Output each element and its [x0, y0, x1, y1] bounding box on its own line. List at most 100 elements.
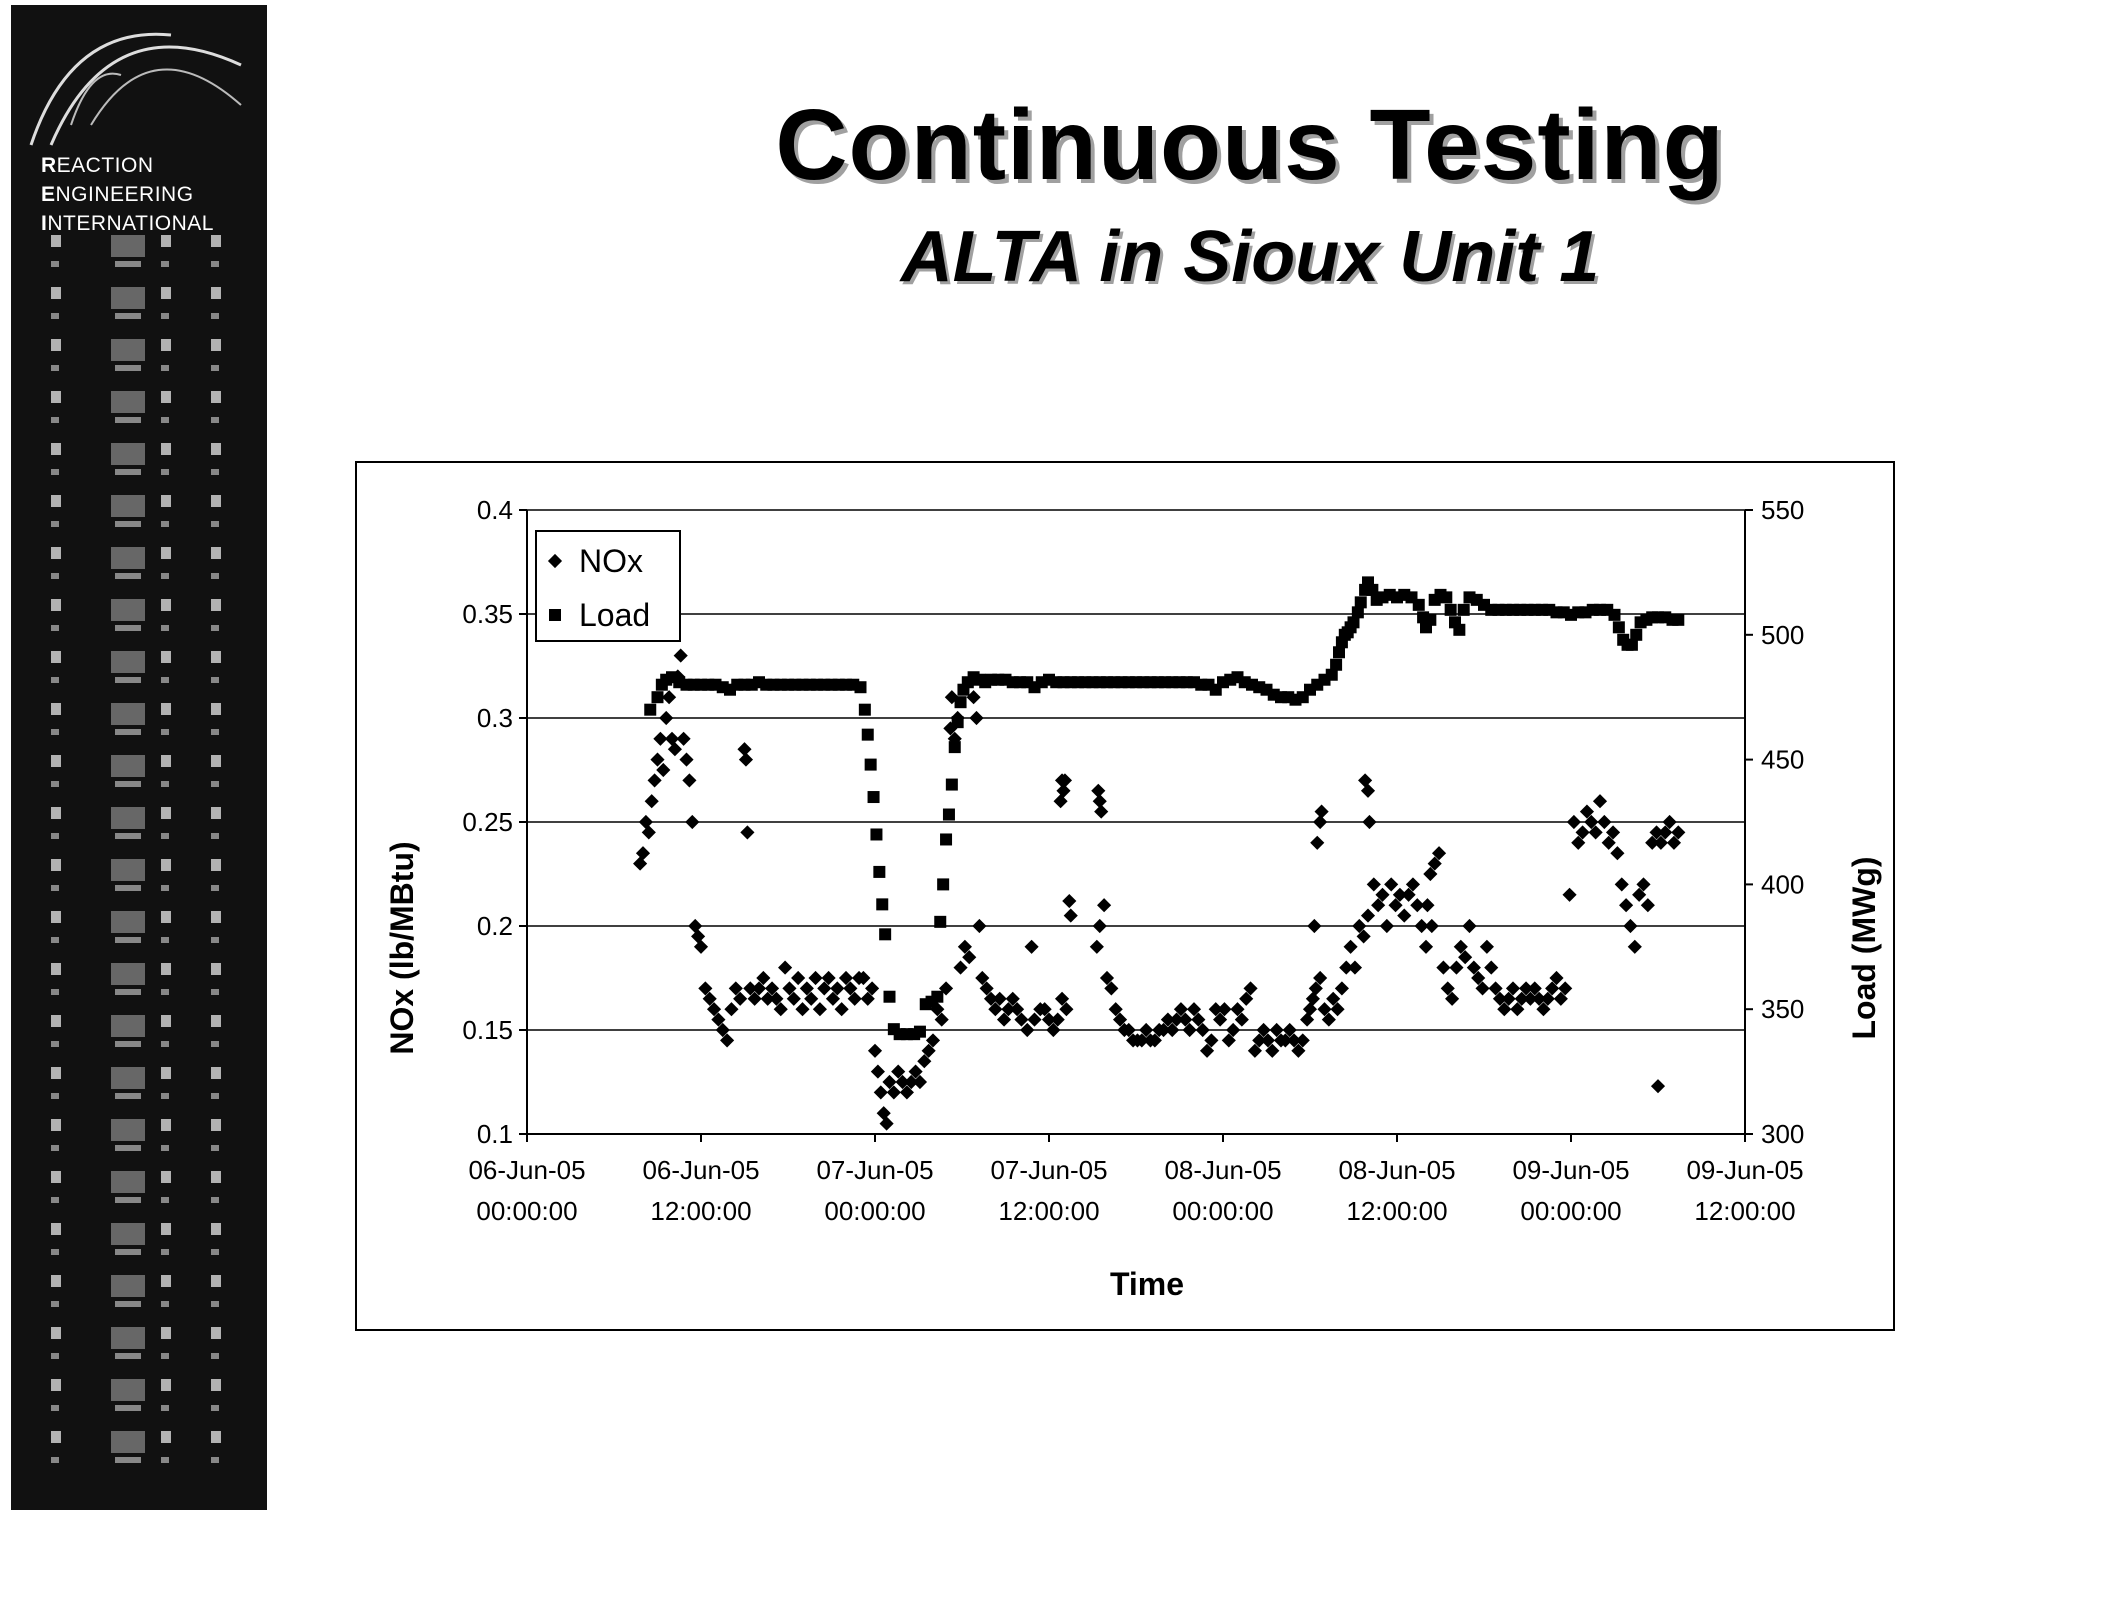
- nox-point: [876, 1106, 891, 1121]
- nox-point: [1553, 991, 1568, 1006]
- nox-point: [1518, 981, 1534, 996]
- load-point: [945, 778, 958, 791]
- nox-point: [715, 1022, 730, 1038]
- nox-point: [1121, 1022, 1136, 1038]
- nox-point: [659, 710, 674, 726]
- nox-point: [1226, 1022, 1241, 1038]
- nox-point: [1527, 981, 1542, 996]
- nox-point: [953, 960, 968, 975]
- nox-point: [870, 1064, 885, 1079]
- load-point: [1453, 623, 1466, 636]
- nox-point: [702, 991, 717, 1006]
- sidebar-texture-mark: [161, 521, 169, 527]
- nox-point: [1627, 939, 1642, 954]
- sidebar-texture-mark: [51, 651, 61, 663]
- sidebar-texture-mark: [211, 1093, 219, 1099]
- load-point: [1412, 598, 1425, 611]
- y-left-tick-label: 0.2: [477, 911, 513, 941]
- sidebar-texture-mark: [161, 1405, 169, 1411]
- nox-point: [1492, 991, 1508, 1006]
- sidebar-texture-mark: [51, 729, 59, 735]
- legend-label-load: Load: [579, 597, 650, 633]
- sidebar-texture-mark: [51, 573, 59, 579]
- sidebar-texture-mark: [51, 1223, 61, 1235]
- sidebar-texture-mark: [211, 989, 219, 995]
- sidebar-texture-mark: [111, 651, 145, 673]
- sidebar-texture-mark: [161, 729, 169, 735]
- sidebar-texture-mark: [111, 703, 145, 725]
- load-point: [913, 1025, 926, 1038]
- logo-word-international: NTERNATIONAL: [47, 212, 214, 235]
- load-point: [940, 833, 953, 846]
- nox-point: [979, 981, 994, 996]
- sidebar-texture-mark: [161, 261, 169, 267]
- sidebar-texture-mark: [161, 989, 169, 995]
- nox-point: [1217, 1002, 1232, 1017]
- sidebar-texture-mark: [161, 1249, 169, 1255]
- nox-point: [1278, 1033, 1293, 1048]
- load-point: [1366, 583, 1379, 596]
- load-point: [1325, 668, 1338, 681]
- nox-point: [804, 991, 819, 1006]
- nox-point: [879, 1116, 894, 1131]
- sidebar-texture-mark: [51, 1353, 59, 1359]
- nox-point: [1282, 1022, 1297, 1038]
- sidebar-texture-mark: [51, 1431, 61, 1443]
- sidebar-texture-mark: [211, 599, 221, 611]
- nox-point: [930, 1002, 945, 1017]
- nox-point: [1610, 846, 1625, 861]
- sidebar-texture-mark: [161, 1301, 169, 1307]
- sidebar-texture-mark: [111, 1431, 145, 1453]
- load-point: [858, 703, 871, 716]
- nox-point: [1305, 991, 1320, 1006]
- nox-point: [733, 991, 748, 1006]
- load-point: [1440, 591, 1453, 604]
- nox-point: [1360, 783, 1376, 798]
- y-left-tick-label: 0.4: [477, 495, 513, 525]
- sidebar-texture-mark: [115, 1197, 141, 1203]
- sidebar-texture-mark: [161, 1457, 169, 1463]
- nox-point: [1658, 825, 1673, 840]
- nox-point: [812, 1002, 827, 1017]
- sidebar-texture-mark: [161, 911, 171, 923]
- load-point: [864, 758, 877, 771]
- logo-initial-i: I: [41, 212, 48, 235]
- sidebar-texture-mark: [51, 1457, 59, 1463]
- sidebar-texture-mark: [161, 547, 171, 559]
- nox-point: [1649, 825, 1664, 840]
- nox-point: [1360, 908, 1376, 923]
- nox-point: [1169, 1012, 1184, 1027]
- nox-point: [1505, 981, 1521, 996]
- nox-point: [1160, 1012, 1175, 1027]
- sidebar-texture-mark: [51, 859, 61, 871]
- x-tick-label-time: 00:00:00: [824, 1196, 925, 1226]
- nox-point: [633, 856, 648, 871]
- sidebar-texture-mark: [211, 937, 219, 943]
- nox-point: [1453, 939, 1468, 954]
- sidebar-texture-mark: [161, 599, 171, 611]
- sidebar-texture-mark: [161, 703, 171, 715]
- nox-point: [1347, 960, 1363, 975]
- sidebar-texture-mark: [161, 365, 169, 371]
- nox-point: [1195, 1022, 1210, 1038]
- nox-point: [1601, 835, 1616, 850]
- sidebar-texture-mark: [161, 677, 169, 683]
- nox-point: [843, 981, 858, 996]
- nox-point: [1358, 773, 1373, 788]
- nox-point: [1256, 1022, 1271, 1038]
- nox-point: [1313, 970, 1328, 986]
- sidebar-texture-mark: [115, 1145, 141, 1151]
- nox-point: [944, 690, 959, 705]
- nox-point: [1326, 991, 1341, 1006]
- sidebar-texture-mark: [211, 781, 219, 787]
- nox-point: [865, 981, 880, 996]
- nox-point: [795, 1002, 810, 1017]
- sidebar-texture-mark: [51, 1379, 61, 1391]
- x-tick-label-date: 06-Jun-05: [468, 1155, 585, 1185]
- nox-point: [1566, 814, 1581, 830]
- nox-point: [1094, 804, 1109, 819]
- sidebar-texture-mark: [51, 287, 61, 299]
- nox-point: [756, 970, 771, 986]
- sidebar-texture-mark: [51, 1041, 59, 1047]
- logo-word-reaction: EACTION: [56, 154, 154, 177]
